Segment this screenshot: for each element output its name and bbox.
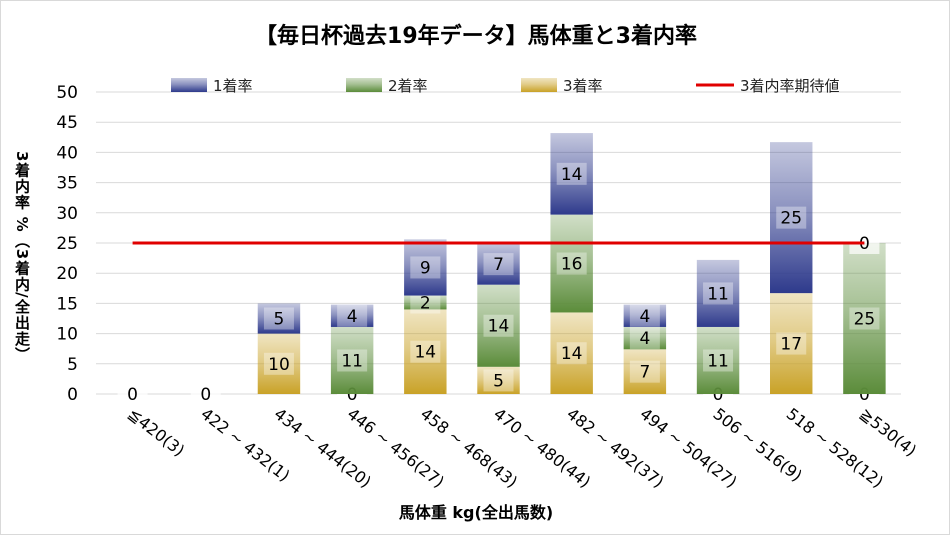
data-label: 14 [561,165,583,185]
bar-segment [257,333,301,394]
data-label-bg [190,383,221,405]
legend-label: 2着率 [388,77,428,95]
y-tick-label: 35 [56,174,78,194]
data-label-bg [410,291,441,314]
bar-segment [477,284,520,367]
bar-segment [843,243,886,394]
data-label: 14 [488,317,510,337]
bar-segment [330,304,374,327]
y-tick-label: 25 [56,234,78,254]
data-label: 14 [414,343,436,363]
data-label: 0 [713,385,724,405]
bar-segment [330,326,374,394]
data-label: 14 [561,344,583,364]
data-label: 25 [780,209,802,229]
data-label: 11 [341,351,363,371]
data-label-bg [263,307,294,330]
bar-segment [623,349,667,394]
data-label: 4 [347,307,358,327]
x-tick-label: ≦420(3) [124,404,188,460]
data-label-bg [556,252,587,275]
data-label-bg [337,304,368,327]
bar-segment [696,259,740,327]
data-label-bg [703,349,734,372]
data-label: 0 [127,385,138,405]
bar-segment [477,366,520,394]
data-label: 2 [420,293,431,313]
legend-label: 3着内率期待値 [740,77,840,95]
data-label-bg [629,327,660,350]
y-tick-label: 15 [56,294,78,314]
y-tick-label: 30 [56,204,78,224]
data-label: 0 [859,385,870,405]
bar-segment [477,243,520,285]
y-tick-label: 40 [56,143,78,163]
data-label: 25 [854,310,876,330]
data-label-bg [117,383,148,405]
bar-segment [404,295,447,310]
data-label: 9 [420,258,431,278]
y-tick-label: 10 [56,325,78,345]
y-axis-title: 3着内率 %（3着内/全出走） [13,151,31,363]
data-label: 16 [561,255,583,275]
data-label: 0 [347,385,358,405]
data-label: 7 [493,255,504,275]
data-label: 11 [707,351,729,371]
data-label-bg [337,349,368,372]
data-label-bg [629,360,660,383]
data-label: 10 [268,355,290,375]
data-label-bg [556,162,587,185]
x-tick-label: ≧530(4) [856,404,920,460]
data-label-bg [263,352,294,375]
data-label-bg [776,332,807,355]
data-label-bg [483,253,514,276]
bar-segment [623,304,667,327]
data-label-bg [483,369,514,392]
data-label: 4 [639,329,650,349]
y-tick-label: 0 [67,385,78,405]
data-label: 7 [639,363,650,383]
legend-swatch [521,78,557,92]
bar-segment [623,326,667,350]
data-label-bg [703,282,734,305]
y-tick-label: 50 [56,83,78,103]
legend-swatch [171,78,207,92]
y-tick-label: 20 [56,264,78,284]
bar-segment [550,312,593,394]
data-label-bg [410,340,441,363]
data-label-bg [776,206,807,229]
bar-segment [404,309,447,394]
x-axis-title: 馬体重 kg(全出馬数) [398,503,554,522]
bar-segment [257,303,301,334]
data-label: 5 [493,371,504,391]
chart-title: 【毎日杯過去19年データ】馬体重と3着内率 [255,24,697,49]
legend-label: 1着率 [213,77,253,95]
data-label: 17 [780,335,802,355]
y-tick-label: 5 [67,355,78,375]
bar-segment [770,142,813,294]
data-label: 4 [639,307,650,327]
data-label-bg [849,307,880,330]
legend-swatch [346,78,382,92]
data-label-bg [629,304,660,327]
legend-label: 3着率 [563,77,603,95]
y-tick-label: 45 [56,113,78,133]
bar-segment [696,326,740,394]
bar-segment [550,214,593,313]
data-label: 11 [707,284,729,304]
data-label-bg [556,342,587,365]
data-label: 0 [200,385,211,405]
bar-segment [550,133,593,215]
data-label-bg [483,314,514,337]
data-label: 5 [274,310,285,330]
bar-segment [770,293,813,394]
bar-segment [404,239,447,296]
data-label-bg [410,256,441,279]
